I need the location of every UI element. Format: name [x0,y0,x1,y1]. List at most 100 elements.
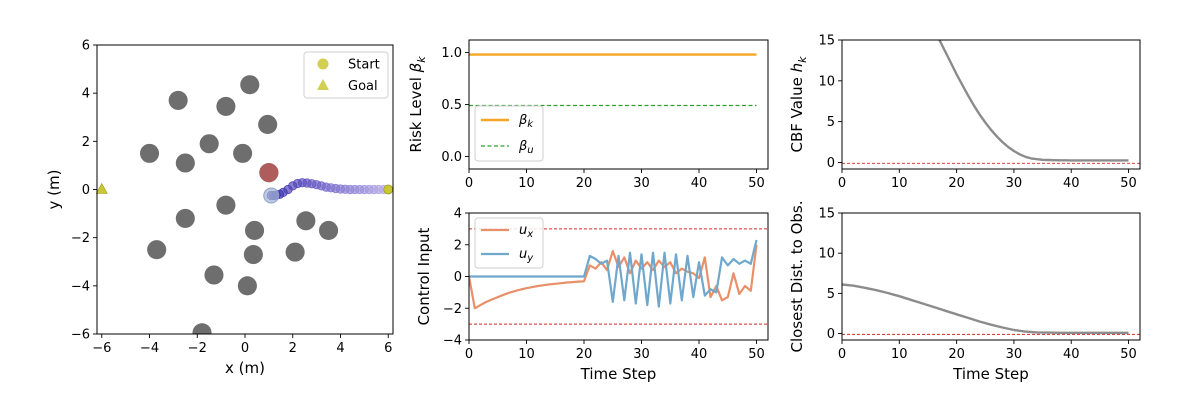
cbf-value-xtick-label: 30 [1006,176,1023,191]
obstacle-marker [233,143,253,163]
obstacle-marker [175,153,195,173]
cbf-value-ytick-label: 0 [827,156,835,171]
obstacle-marker [243,244,263,265]
trajectory-ytick-label: 2 [82,135,90,150]
risk-level-frame [468,39,769,170]
closest-distance-ytick-label: 5 [827,287,835,302]
cbf-value-axes: 0 10 20 30 40 50 0 5 10 15 [818,34,1136,192]
control-input-ytick-label: −2 [443,302,462,317]
closest-distance-axes: 0 10 20 30 40 50 0 5 10 15 Time Step [818,207,1136,384]
risk-level-xtick-label: 20 [576,176,593,191]
risk-level-xtick-label: 40 [691,176,708,191]
control-input-ytick-label: 0 [454,270,462,285]
legend-goal-marker [317,79,329,90]
trajectory-legend: Start Goal [303,51,389,99]
closest-distance-xtick-label: 0 [838,347,846,362]
closest-distance-xlabel: Time Step [952,365,1029,383]
legend-beta-k-label: βk [518,113,534,130]
series-line-uy [469,239,758,308]
control-input-ylabel: Control Input [415,227,433,325]
legend-uy-label: uy [519,247,534,264]
control-input-xtick-label: 0 [465,347,473,362]
obstacle-marker [237,276,257,296]
risk-level-axes: 0 10 20 30 40 50 0.0 0.5 1.0 [441,46,764,191]
control-input-ytick-label: −4 [443,334,462,349]
closest-distance-xtick-label: 50 [1120,347,1137,362]
cbf-value-xtick-label: 20 [948,176,965,191]
obstacle-marker [175,208,195,228]
risk-obstacle-marker [259,163,279,183]
closest-distance-ytick-label: 0 [827,327,835,342]
risk-level-xtick-label: 0 [465,176,473,191]
cbf-value-xtick-label: 50 [1120,176,1137,191]
trajectory-xlabel: x (m) [225,359,265,377]
trajectory-xtick-label: 4 [336,341,344,356]
risk-level-legend: βk βu [474,105,544,162]
legend-beta-u-label: βu [518,139,534,156]
trajectory-axes: −6 −4 −2 0 2 4 6 −6 −4 −2 0 2 4 6 x (m) [71,39,393,378]
obstacle-marker [216,195,236,215]
trajectory-xtick-label: 6 [384,341,392,356]
control-input-xtick-label: 20 [576,347,593,362]
control-input-xtick-label: 50 [748,347,765,362]
risk-level-ytick-label: 1.0 [441,46,462,61]
obstacle-marker [240,75,260,95]
cbf-value-xtick-label: 40 [1063,176,1080,191]
robot-marker [263,187,280,204]
cbf-value-xtick-label: 10 [891,176,908,191]
control-input-xtick-label: 30 [633,347,650,362]
obstacle-marker [199,134,219,154]
obstacle-marker [296,211,316,231]
risk-level-ylabel: Risk Level βk [407,56,428,153]
legend-goal-label: Goal [348,79,378,94]
cbf-value-ylabel: CBF Value hk [788,56,809,153]
risk-level-plot-area [469,53,757,107]
control-input-axes: 0 10 20 30 40 50 −4 −2 0 2 4 Time Step [443,207,765,384]
cbf-value-ytick-label: 10 [818,74,835,89]
closest-distance-ytick-label: 15 [818,207,835,222]
legend-start-label: Start [348,58,380,73]
cbf-value-series-line [938,40,1129,162]
trajectory-xtick-label: 2 [289,341,297,356]
control-input-plot-area [469,228,768,325]
closest-distance-plot-area [842,283,1140,335]
trajectory-xtick-label: 0 [241,341,249,356]
cbf-value-frame [841,39,1141,170]
control-input-ytick-label: 4 [454,207,462,222]
trajectory-plot-area [139,75,393,334]
series-line-ux [469,244,758,310]
risk-level-xtick-label: 10 [518,176,535,191]
cbf-value-ytick-label: 15 [818,34,835,49]
closest-distance-series-line [842,283,1129,334]
trajectory-xtick-label: −2 [188,341,207,356]
obstacle-marker [216,96,236,116]
obstacle-marker [258,114,278,135]
closest-distance-xtick-label: 10 [891,347,908,362]
trajectory-xtick-label: −4 [140,341,159,356]
control-input-xtick-label: 10 [518,347,535,362]
obstacle-marker [192,323,212,334]
start-marker [383,184,394,195]
trajectory-xtick-label: −6 [92,341,111,356]
cbf-value-xtick-label: 0 [838,176,846,191]
cbf-value-ytick-label: 5 [827,115,835,130]
control-input-legend: ux uy [474,217,544,269]
legend-start-marker [317,58,329,70]
closest-distance-xtick-label: 40 [1063,347,1080,362]
closest-distance-xtick-label: 30 [1006,347,1023,362]
trajectory-ytick-label: 4 [82,87,90,102]
trajectory-ytick-label: −2 [71,231,90,246]
obstacle-marker [147,240,167,260]
legend-ux-label: ux [519,223,533,240]
closest-distance-ylabel: Closest Dist. to Obs. [788,200,806,352]
trajectory-ytick-label: 0 [82,183,90,198]
obstacle-marker [245,220,265,240]
closest-distance-frame [841,212,1141,341]
risk-level-ytick-label: 0.0 [441,150,462,165]
risk-level-xtick-label: 30 [633,176,650,191]
closest-distance-xtick-label: 20 [948,347,965,362]
trajectory-ytick-label: 6 [82,39,90,54]
risk-level-xtick-label: 50 [748,176,765,191]
obstacle-marker [139,143,160,163]
